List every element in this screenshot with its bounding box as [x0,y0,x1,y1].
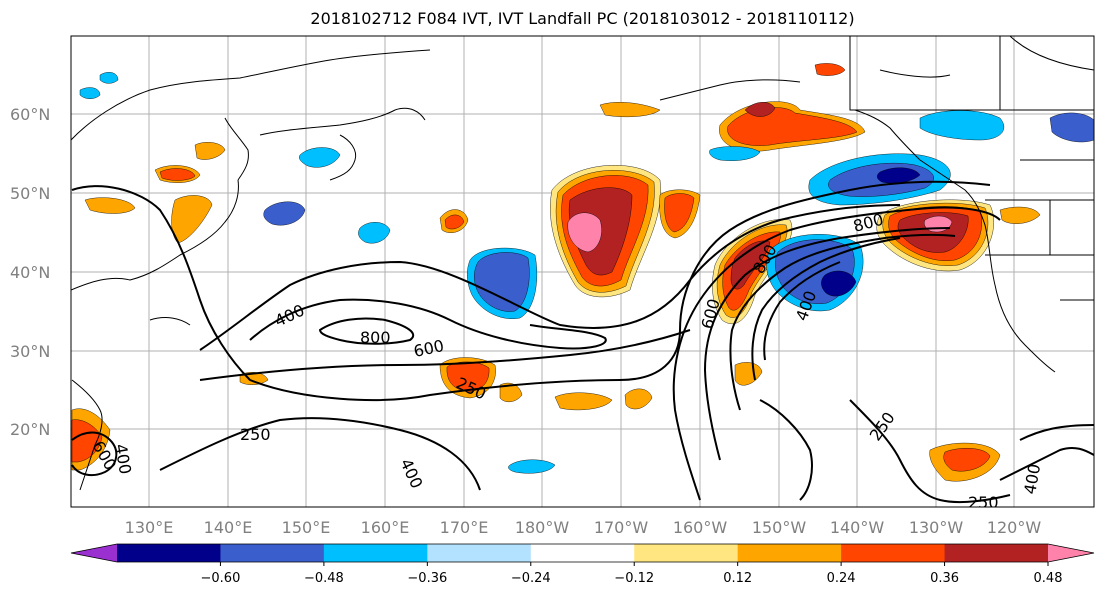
colorbar-tick-label: 0.48 [1034,571,1063,586]
contour-250-west [71,180,991,401]
colorbar-tick-label: −0.60 [201,571,241,586]
map-frame [70,35,1095,508]
lon-label: 150°W [752,518,807,537]
colorbar-tick-label: 0.12 [723,571,752,586]
lon-label: 180°W [515,518,570,537]
contour-ar-400 [703,227,951,461]
contour-ar-600 [729,233,956,411]
lat-label-20n: 20°N [10,420,50,439]
contour-600 [249,298,607,350]
colorbar-tick-label: −0.36 [407,571,447,586]
graticule [71,36,1094,507]
colorbar-tick-label: −0.24 [511,571,551,586]
contour-label: 250 [866,408,899,444]
colorbar: −0.60 −0.48 −0.36 −0.24 −0.12 0.12 0.24 0.36 0.4… [70,543,1095,586]
contour-east-400 [999,446,1094,481]
contour-250-south [159,417,481,491]
colorbar-segment [323,544,428,562]
contour-label: 250 [240,425,271,444]
colorbar-segment [737,544,842,562]
contour-label: 400 [111,442,135,475]
contour-nw-swirl [71,431,118,477]
contour-800 [318,317,415,345]
contour-ar-800 [751,237,901,381]
colorbar-segment [427,544,532,562]
lat-label-30n: 30°N [10,342,50,361]
colorbar-segment [220,544,325,562]
lon-label: 170°E [440,518,489,537]
contour-label: 250 [968,493,999,512]
colorbar-extend-min [71,544,117,562]
colorbar-tick-label: −0.48 [304,571,344,586]
colorbar-segment [634,544,739,562]
contour-400-lower [199,329,691,381]
lon-label: 160°E [361,518,410,537]
contour-label: 400 [1020,462,1044,495]
colorbar-segment [117,544,221,562]
colorbar-tick-label: 0.24 [827,571,856,586]
contour-label: 600 [698,297,724,331]
ivt-contours [71,180,1094,504]
contour-label: 400 [272,300,308,330]
lon-label: 160°W [673,518,728,537]
lon-label: 140°W [830,518,885,537]
lon-label: 130°W [909,518,964,537]
contour-250-southeast [759,399,813,501]
ivt-pc-filled-contours [71,63,1094,482]
lat-label-40n: 40°N [10,263,50,282]
contour-ar-outer [672,206,1001,501]
contour-label: 800 [360,328,391,347]
contour-label: 400 [396,456,426,492]
colorbar-extend-max [1048,544,1094,562]
colorbar-tick-label: 0.36 [930,571,959,586]
lat-label-50n: 50°N [10,184,50,203]
lat-label-60n: 60°N [10,105,50,124]
coastlines [71,36,1094,491]
contour-east-250 [849,399,1011,504]
lon-label: 130°E [125,518,174,537]
lon-label: 120°W [987,518,1042,537]
lon-label: 150°E [282,518,331,537]
colorbar-segment [944,544,1049,562]
contour-east-250b [1019,424,1094,441]
latitude-labels: 60°N 50°N 40°N 30°N 20°N [10,105,50,439]
contour-400-jet [199,204,901,351]
longitude-labels: 130°E 140°E 150°E 160°E 170°E 180°W 170°… [125,518,1042,537]
colorbar-segment [530,544,635,562]
contour-label: 600 [412,336,446,361]
contour-ar-inner [763,261,841,361]
colorbar-tick-label: −0.12 [614,571,654,586]
colorbar-segment [841,544,946,562]
lon-label: 140°E [204,518,253,537]
lon-label: 170°W [594,518,649,537]
colorbar-outline [70,543,1095,563]
map-title: 2018102712 F084 IVT, IVT Landfall PC (20… [310,9,855,28]
